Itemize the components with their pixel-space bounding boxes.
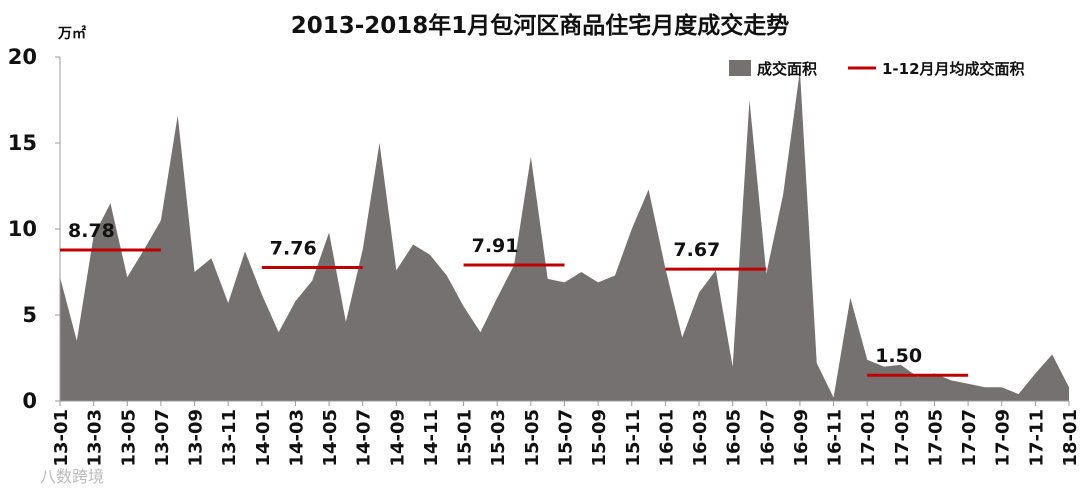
x-tick-label: 15-05 bbox=[522, 409, 543, 467]
y-tick-label: 5 bbox=[22, 303, 37, 327]
x-tick-label: 17-11 bbox=[1026, 409, 1047, 467]
x-tick-label: 14-03 bbox=[286, 409, 307, 467]
axes: 0 5 10 15 20 13-01 13-03 13-05 13-07 13-09 13-11 14… bbox=[8, 45, 1080, 467]
x-tick-label: 17-03 bbox=[892, 409, 913, 467]
x-tick-label: 15-07 bbox=[556, 409, 577, 467]
average-label: 8.78 bbox=[68, 220, 115, 242]
x-tick-label: 17-07 bbox=[959, 409, 980, 467]
x-tick-label: 14-11 bbox=[421, 409, 442, 467]
x-tick-label: 16-03 bbox=[690, 409, 711, 467]
x-tick-label: 14-01 bbox=[253, 409, 274, 467]
x-tick-label: 17-09 bbox=[993, 409, 1014, 467]
x-tick-label: 16-01 bbox=[656, 409, 677, 467]
x-tick-label: 15-09 bbox=[589, 409, 610, 467]
legend-label-avg: 1-12月月均成交面积 bbox=[882, 60, 1025, 78]
watermark: 八数跨境 bbox=[40, 467, 104, 486]
x-tick-label: 17-05 bbox=[925, 409, 946, 467]
chart-title: 2013-2018年1月包河区商品住宅月度成交走势 bbox=[291, 12, 790, 39]
x-tick-label: 14-07 bbox=[354, 409, 375, 467]
x-tick-label: 13-05 bbox=[118, 409, 139, 467]
legend: 成交面积 1-12月月均成交面积 bbox=[729, 60, 1025, 78]
y-tick-label: 20 bbox=[8, 45, 37, 69]
x-tick-label: 18-01 bbox=[1060, 409, 1080, 467]
x-tick-label: 15-01 bbox=[455, 409, 476, 467]
x-tick-label: 16-07 bbox=[757, 409, 778, 467]
average-lines: 8.78 7.76 7.91 7.67 1.50 bbox=[60, 220, 969, 377]
y-tick-label: 0 bbox=[22, 389, 37, 413]
x-tick-label: 14-05 bbox=[320, 409, 341, 467]
x-tick-label: 13-01 bbox=[51, 409, 72, 467]
x-tick-label: 13-09 bbox=[186, 409, 207, 467]
x-tick-label: 13-07 bbox=[152, 409, 173, 467]
average-label: 1.50 bbox=[875, 345, 922, 367]
area-layer bbox=[60, 70, 1069, 401]
average-label: 7.76 bbox=[270, 238, 317, 260]
x-tick-label: 16-11 bbox=[825, 409, 846, 467]
x-tick-label: 15-11 bbox=[623, 409, 644, 467]
average-label: 7.91 bbox=[472, 235, 519, 257]
legend-label-area: 成交面积 bbox=[757, 60, 817, 78]
x-tick-label: 14-09 bbox=[387, 409, 408, 467]
x-tick-label: 15-03 bbox=[488, 409, 509, 467]
x-tick-label: 13-03 bbox=[85, 409, 106, 467]
x-tick-label: 13-11 bbox=[219, 409, 240, 467]
legend-swatch-area bbox=[729, 60, 751, 76]
average-label: 7.67 bbox=[673, 239, 720, 261]
x-tick-label: 16-05 bbox=[724, 409, 745, 467]
y-tick-label: 10 bbox=[8, 217, 37, 241]
x-tick-label: 17-01 bbox=[858, 409, 879, 467]
unit-label: 万㎡ bbox=[57, 25, 86, 42]
y-tick-label: 15 bbox=[8, 131, 37, 155]
area-series-deal-area bbox=[60, 70, 1069, 401]
x-tick-label: 16-09 bbox=[791, 409, 812, 467]
